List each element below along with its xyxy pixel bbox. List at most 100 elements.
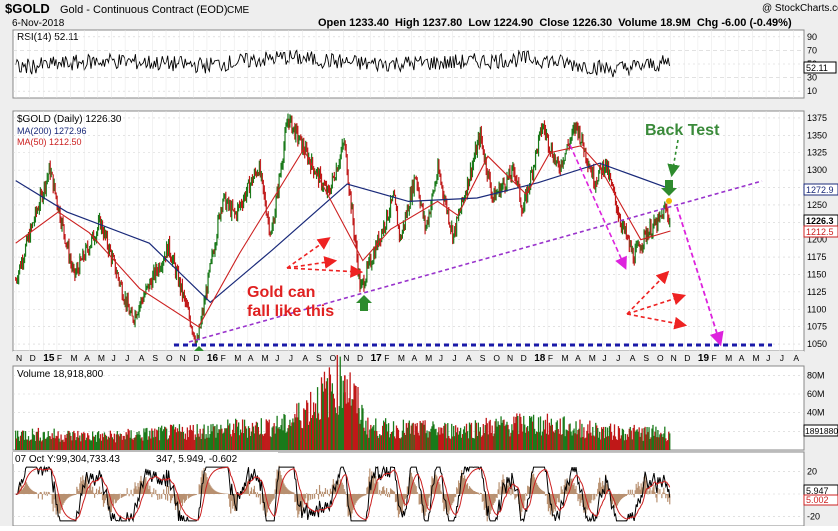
green-up-arrow-2016 bbox=[356, 295, 372, 311]
ma50-label: MA(50) 1212.50 bbox=[17, 137, 82, 147]
x-axis-label: D bbox=[193, 353, 199, 363]
volume-label: Volume 18,918,800 bbox=[17, 369, 104, 380]
x-axis-label: J bbox=[111, 353, 115, 363]
backtest-marker bbox=[666, 198, 672, 204]
x-axis-label: A bbox=[302, 353, 308, 363]
x-axis-label: J bbox=[602, 353, 606, 363]
x-axis-label: M bbox=[398, 353, 405, 363]
rsi-badge bbox=[803, 61, 837, 74]
price-tick: 1200 bbox=[807, 235, 827, 245]
macd-label-bg bbox=[13, 452, 278, 464]
ma200-badge bbox=[803, 183, 838, 196]
red-arrows-right bbox=[626, 270, 688, 330]
price-tick: 1350 bbox=[807, 130, 827, 140]
x-axis-label: J bbox=[780, 353, 784, 363]
x-axis-label: J bbox=[616, 353, 620, 363]
exchange: CME bbox=[227, 5, 250, 16]
x-axis-label: A bbox=[412, 353, 418, 363]
x-axis-label: F bbox=[57, 353, 62, 363]
x-axis-label: N bbox=[343, 353, 349, 363]
x-axis-label: M bbox=[725, 353, 732, 363]
rsi-label: RSI(14) 52.11 bbox=[17, 32, 79, 43]
x-axis-label: O bbox=[493, 353, 500, 363]
rsi-tick: 70 bbox=[807, 45, 817, 55]
volume-bars bbox=[15, 355, 671, 450]
x-axis-band bbox=[13, 351, 804, 364]
fall-annotation-line2: fall like this bbox=[247, 303, 334, 320]
x-axis-label: A bbox=[793, 353, 799, 363]
x-axis-label: F bbox=[384, 353, 389, 363]
x-axis-label: A bbox=[630, 353, 636, 363]
macd-label: 07 Oct Y:99,304,733.43 bbox=[15, 454, 120, 465]
x-axis-label: 19 bbox=[698, 353, 710, 364]
x-axis-label: 15 bbox=[43, 353, 55, 364]
x-axis-label: N bbox=[507, 353, 513, 363]
x-axis-label: S bbox=[480, 353, 486, 363]
price-tick: 1375 bbox=[807, 113, 827, 123]
x-axis-label: J bbox=[452, 353, 456, 363]
x-axis-label: D bbox=[684, 353, 690, 363]
fall-annotation-line1: Gold can bbox=[247, 284, 315, 301]
price-tick: 1125 bbox=[807, 287, 826, 297]
price-legend: $GOLD (Daily) 1226.30 MA(200) 1272.96 MA… bbox=[17, 114, 122, 147]
price-tick: 1150 bbox=[807, 269, 826, 279]
ma200-label: MA(200) 1272.96 bbox=[17, 126, 87, 136]
x-axis-label: A bbox=[575, 353, 581, 363]
x-axis-label: 18 bbox=[534, 353, 546, 364]
past-decline-arrow bbox=[569, 144, 627, 270]
x-axis-label: F bbox=[548, 353, 553, 363]
x-axis-label: J bbox=[766, 353, 770, 363]
x-axis-label: A bbox=[84, 353, 90, 363]
price-tick: 1175 bbox=[807, 252, 826, 262]
x-axis-label: 17 bbox=[371, 353, 383, 364]
x-axis-label: O bbox=[330, 353, 337, 363]
price-tick: 1075 bbox=[807, 322, 827, 332]
macd-values: 347, 5.949, -0.602 bbox=[156, 454, 238, 465]
x-axis-label: J bbox=[125, 353, 129, 363]
macd-badge-2 bbox=[803, 494, 838, 506]
price-bars bbox=[15, 113, 671, 347]
x-axis-label: S bbox=[152, 353, 158, 363]
price-tick: 1050 bbox=[807, 339, 827, 349]
x-axis-label: F bbox=[221, 353, 226, 363]
x-axis: N D 15 F M A M J J A S O N D 16 F M A M J J A S O N D 17 F M A M J J A S O N… bbox=[16, 353, 799, 364]
macd-line bbox=[15, 465, 671, 523]
date: 6-Nov-2018 bbox=[12, 18, 65, 29]
price-title: $GOLD (Daily) 1226.30 bbox=[17, 114, 122, 125]
close-badge-text: 1226.3 bbox=[806, 216, 834, 226]
x-axis-label: N bbox=[671, 353, 677, 363]
x-axis-label: M bbox=[752, 353, 759, 363]
ma50-badge-text: 1212.5 bbox=[806, 227, 834, 237]
red-arrow-flat-2 bbox=[626, 313, 688, 330]
x-axis-label: S bbox=[643, 353, 649, 363]
macd-tick: 20 bbox=[807, 467, 817, 477]
x-axis-label: 16 bbox=[207, 353, 219, 364]
volume-tick: 80M bbox=[807, 370, 825, 380]
red-arrow-mid-2 bbox=[626, 292, 687, 315]
rsi-tick: 10 bbox=[807, 86, 817, 96]
x-axis-label: M bbox=[71, 353, 78, 363]
x-axis-label: M bbox=[562, 353, 569, 363]
x-axis-label: O bbox=[657, 353, 664, 363]
rsi-badge-text: 52.11 bbox=[806, 63, 828, 73]
x-axis-label: A bbox=[248, 353, 254, 363]
x-axis-label: D bbox=[357, 353, 363, 363]
red-arrow-flat bbox=[286, 265, 364, 278]
watermark: @ StockCharts.com bbox=[762, 3, 838, 14]
x-axis-label: A bbox=[466, 353, 472, 363]
x-axis-label: F bbox=[712, 353, 717, 363]
price-tick: 1250 bbox=[807, 200, 827, 210]
x-axis-label: D bbox=[521, 353, 527, 363]
subtitle: Gold - Continuous Contract (EOD) bbox=[60, 4, 228, 16]
header: $GOLD Gold - Continuous Contract (EOD) C… bbox=[5, 1, 838, 29]
macd-signal bbox=[15, 466, 671, 521]
ma50-badge bbox=[803, 225, 838, 238]
price-tick: 1325 bbox=[807, 148, 827, 158]
ohlc-text: Open 1233.40 High 1237.80 Low 1224.90 Cl… bbox=[318, 17, 792, 29]
price-tick: 1300 bbox=[807, 165, 827, 175]
symbol: $GOLD bbox=[5, 1, 50, 16]
ma200-badge-text: 1272.9 bbox=[806, 185, 834, 195]
x-axis-label: D bbox=[30, 353, 36, 363]
x-axis-label: N bbox=[16, 353, 22, 363]
